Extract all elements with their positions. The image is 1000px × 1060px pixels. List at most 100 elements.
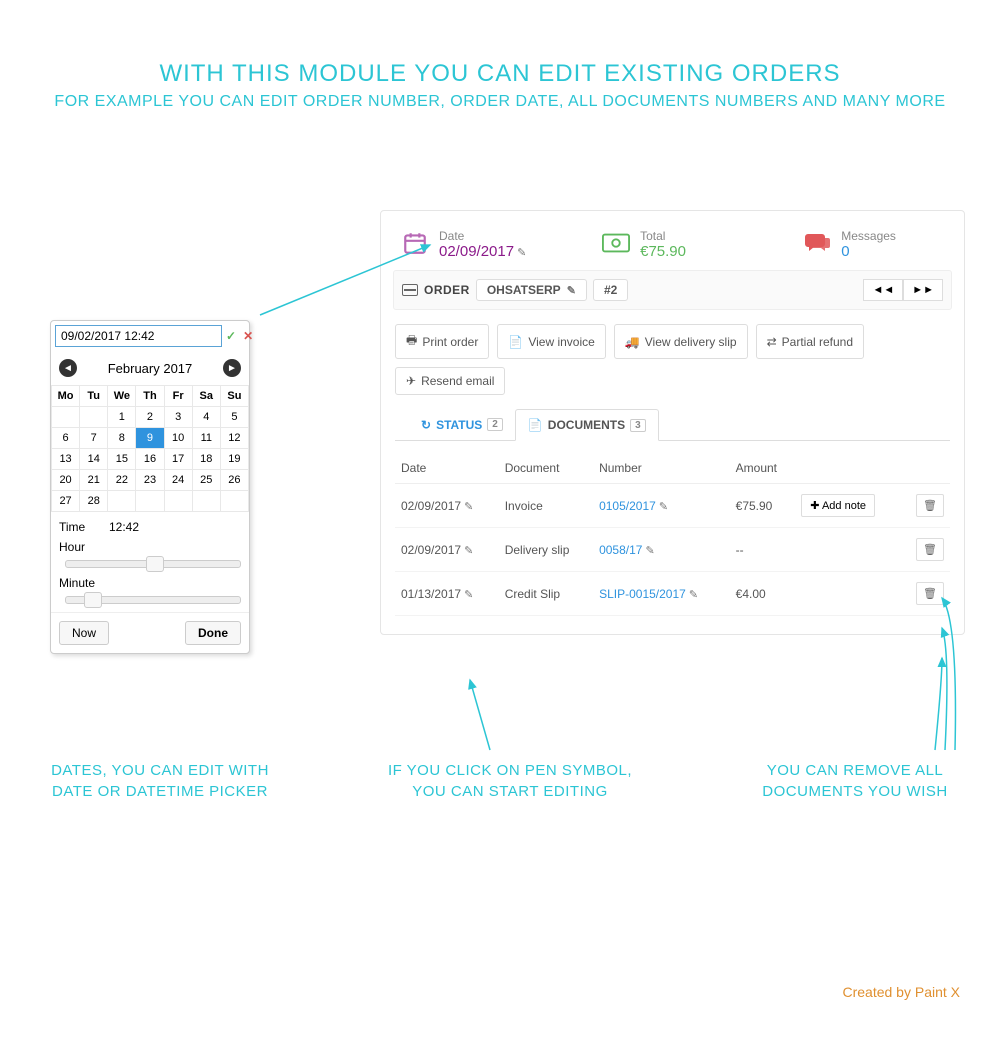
calendar-day[interactable]: 1 [108, 407, 136, 428]
edit-number-icon[interactable]: ✎ [659, 501, 668, 513]
edit-date-icon[interactable]: ✎ [464, 545, 473, 557]
calendar-day[interactable]: 7 [80, 428, 108, 449]
order-prev-button[interactable]: ◄◄ [863, 279, 903, 301]
minute-slider[interactable] [65, 596, 241, 604]
annotation-remove: YOU CAN REMOVE ALLDOCUMENTS YOU WISH [750, 760, 960, 802]
delete-button[interactable]: 🗑 [916, 538, 944, 561]
calendar-day[interactable]: 26 [220, 470, 248, 491]
calendar-day[interactable]: 14 [80, 449, 108, 470]
partial-refund-button[interactable]: ⇄Partial refund [756, 324, 864, 359]
send-icon: ✈ [406, 374, 416, 388]
calendar-day[interactable]: 12 [220, 428, 248, 449]
hour-slider[interactable] [65, 560, 241, 568]
documents-count: 3 [630, 419, 646, 432]
file-icon: 📄 [508, 335, 523, 349]
doc-type: Delivery slip [499, 528, 593, 572]
card-icon [402, 284, 418, 296]
table-row: 02/09/2017✎Invoice0105/2017✎€75.90✚ Add … [395, 484, 950, 528]
delete-button[interactable]: 🗑 [916, 582, 944, 605]
calendar-day[interactable]: 25 [192, 470, 220, 491]
datepicker-next-icon[interactable]: ► [223, 359, 241, 377]
datepicker-panel: ✓ ✕ ◄ February 2017 ► MoTuWeThFrSaSu 123… [50, 320, 250, 654]
calendar-day[interactable]: 13 [52, 449, 80, 470]
refresh-icon: ↻ [421, 418, 431, 432]
delete-button[interactable]: 🗑 [916, 494, 944, 517]
doc-number-link[interactable]: 0058/17 [599, 543, 642, 557]
weekday-header: Th [136, 386, 164, 407]
datepicker-month-label: February 2017 [108, 361, 193, 376]
view-delivery-button[interactable]: 🚚View delivery slip [614, 324, 748, 359]
calendar-day[interactable]: 5 [220, 407, 248, 428]
calendar-day[interactable]: 23 [136, 470, 164, 491]
order-bar-label: ORDER [424, 283, 470, 297]
calendar-day[interactable]: 10 [164, 428, 192, 449]
weekday-header: Sa [192, 386, 220, 407]
calendar-day[interactable]: 18 [192, 449, 220, 470]
weekday-header: Fr [164, 386, 192, 407]
calendar-day[interactable]: 19 [220, 449, 248, 470]
doc-amount: €4.00 [730, 572, 796, 616]
tab-status[interactable]: ↻STATUS2 [409, 409, 515, 440]
edit-reference-icon[interactable]: ✎ [567, 285, 576, 297]
print-icon: 🖶 [406, 331, 417, 352]
order-next-button[interactable]: ►► [903, 279, 943, 301]
calendar-day[interactable]: 2 [136, 407, 164, 428]
doc-date: 02/09/2017 [401, 543, 461, 557]
calendar-day[interactable]: 6 [52, 428, 80, 449]
add-note-button[interactable]: ✚ Add note [801, 494, 875, 517]
datepicker-confirm-icon[interactable]: ✓ [226, 329, 236, 343]
calendar-icon [401, 229, 429, 257]
calendar-day[interactable]: 22 [108, 470, 136, 491]
edit-date-icon[interactable]: ✎ [464, 501, 473, 513]
calendar-day[interactable]: 11 [192, 428, 220, 449]
total-value: €75.90 [640, 243, 686, 260]
done-button[interactable]: Done [185, 621, 241, 645]
weekday-header: Mo [52, 386, 80, 407]
resend-email-button[interactable]: ✈Resend email [395, 367, 505, 395]
headline-title: WITH THIS MODULE YOU CAN EDIT EXISTING O… [0, 60, 1000, 88]
calendar-day[interactable]: 21 [80, 470, 108, 491]
datepicker-grid: MoTuWeThFrSaSu 1234567891011121314151617… [51, 385, 249, 512]
doc-date: 02/09/2017 [401, 499, 461, 513]
doc-number-link[interactable]: 0105/2017 [599, 499, 656, 513]
table-row: 02/09/2017✎Delivery slip0058/17✎--🗑 [395, 528, 950, 572]
calendar-day [192, 491, 220, 512]
calendar-day[interactable]: 17 [164, 449, 192, 470]
order-panel: Date 02/09/2017✎ Total €75.90 Messages 0 [380, 210, 965, 635]
tab-documents[interactable]: 📄DOCUMENTS3 [515, 409, 659, 441]
calendar-day[interactable]: 9 [136, 428, 164, 449]
calendar-day[interactable]: 4 [192, 407, 220, 428]
annotation-pen: IF YOU CLICK ON PEN SYMBOL,YOU CAN START… [370, 760, 650, 802]
calendar-day[interactable]: 24 [164, 470, 192, 491]
edit-number-icon[interactable]: ✎ [645, 545, 654, 557]
calendar-day[interactable]: 28 [80, 491, 108, 512]
calendar-day[interactable]: 27 [52, 491, 80, 512]
view-invoice-button[interactable]: 📄View invoice [497, 324, 605, 359]
time-value: 12:42 [109, 520, 139, 534]
datepicker-prev-icon[interactable]: ◄ [59, 359, 77, 377]
calendar-day[interactable]: 3 [164, 407, 192, 428]
exchange-icon: ⇄ [767, 335, 777, 349]
now-button[interactable]: Now [59, 621, 109, 645]
document-icon: 📄 [528, 418, 543, 432]
edit-number-icon[interactable]: ✎ [689, 589, 698, 601]
edit-date-icon[interactable]: ✎ [464, 589, 473, 601]
order-reference: OHSATSERP ✎ [476, 279, 587, 301]
print-order-button[interactable]: 🖶Print order [395, 324, 489, 359]
calendar-day [52, 407, 80, 428]
weekday-header: We [108, 386, 136, 407]
messages-value: 0 [841, 243, 896, 260]
messages-icon [803, 229, 831, 257]
calendar-day[interactable]: 8 [108, 428, 136, 449]
doc-date: 01/13/2017 [401, 587, 461, 601]
calendar-day[interactable]: 16 [136, 449, 164, 470]
datepicker-input[interactable] [55, 325, 222, 347]
doc-number-link[interactable]: SLIP-0015/2017 [599, 587, 686, 601]
edit-date-icon[interactable]: ✎ [517, 247, 526, 259]
calendar-day[interactable]: 20 [52, 470, 80, 491]
datepicker-cancel-icon[interactable]: ✕ [243, 329, 253, 343]
money-icon [602, 229, 630, 257]
headline-subtitle: FOR EXAMPLE YOU CAN EDIT ORDER NUMBER, O… [0, 93, 1000, 111]
calendar-day[interactable]: 15 [108, 449, 136, 470]
time-label: Time [59, 520, 109, 534]
